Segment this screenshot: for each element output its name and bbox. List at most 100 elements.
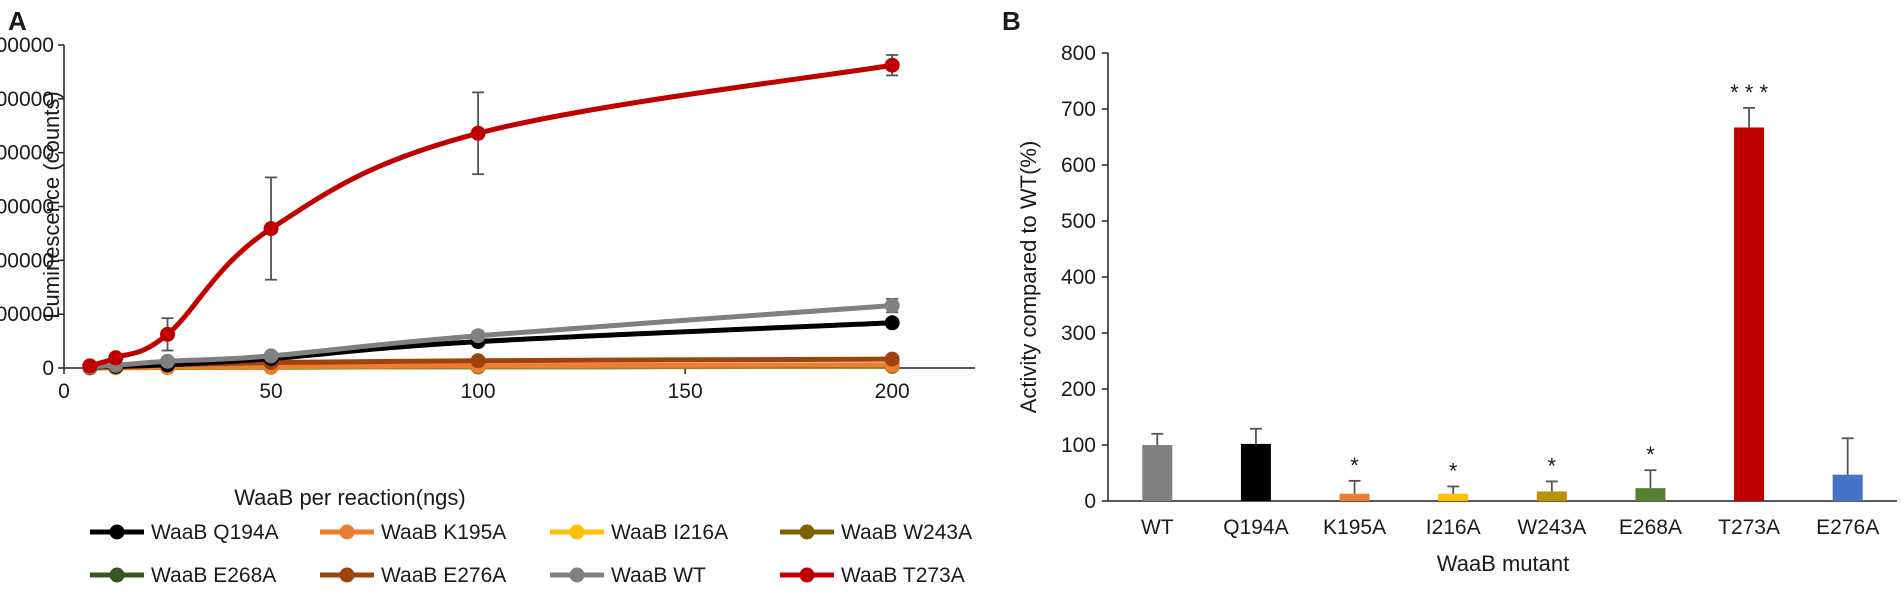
data-point: [263, 221, 279, 237]
x-tick-label: 50: [259, 380, 282, 403]
data-point: [884, 315, 900, 331]
data-point: [160, 353, 176, 369]
significance-marker: *: [1548, 453, 1557, 478]
x-tick-label: 0: [58, 380, 70, 403]
legend-label: WaaB K195A: [381, 521, 506, 544]
legend-label: WaaB Q194A: [151, 521, 279, 544]
y-tick-label: 400000: [0, 249, 54, 272]
data-point: [470, 328, 486, 344]
panel-a-x-axis-title: WaaB per reaction(ngs): [234, 485, 466, 510]
legend-label: WaaB WT: [611, 564, 706, 587]
panel-a-series: [82, 54, 900, 376]
legend-item: WaaB W243A: [780, 521, 972, 544]
y-tick-label: 200000: [0, 303, 54, 326]
panel-a-x-ticks: 0 50 100 150 200: [58, 368, 910, 403]
x-tick-label: T273A: [1718, 516, 1780, 539]
legend-swatch-marker: [569, 567, 585, 583]
bar: [1832, 474, 1863, 501]
legend-item: WaaB T273A: [780, 564, 965, 587]
legend-swatch-marker: [799, 567, 815, 583]
bar-wt: [1142, 432, 1173, 501]
panel-a-y-ticks: 0 200000 400000 600000 800000 1000000 1200000: [0, 34, 64, 380]
bar: [1240, 443, 1271, 501]
bar-e268a: *: [1635, 442, 1666, 501]
bar-t273a: * * *: [1730, 80, 1768, 501]
legend-swatch-marker: [339, 567, 355, 583]
x-tick-label: E268A: [1619, 516, 1682, 539]
y-tick-label: 800: [1061, 42, 1096, 65]
panel-b-axes: [1107, 53, 1897, 502]
y-tick-label: 600: [1061, 154, 1096, 177]
data-point: [82, 358, 98, 374]
x-tick-label: WT: [1141, 516, 1174, 539]
data-point: [160, 326, 176, 342]
y-tick-label: 1000000: [0, 88, 54, 111]
significance-marker: *: [1449, 458, 1458, 483]
panel-b-label: B: [1002, 6, 1021, 36]
bar: [1339, 493, 1370, 501]
y-tick-label: 300: [1061, 322, 1096, 345]
x-tick-label: E276A: [1816, 516, 1879, 539]
y-tick-label: 0: [1084, 490, 1096, 513]
panel-a-legend: WaaB Q194A WaaB K195A WaaB I216A WaaB W243A…: [90, 521, 972, 587]
bar: [1734, 127, 1765, 501]
x-tick-label: W243A: [1517, 516, 1586, 539]
data-point: [884, 57, 900, 73]
legend-swatch-marker: [569, 524, 585, 540]
y-tick-label: 700: [1061, 98, 1096, 121]
data-point: [884, 298, 900, 314]
x-tick-label: K195A: [1323, 516, 1386, 539]
legend-item: WaaB Q194A: [90, 521, 279, 544]
y-tick-label: 600000: [0, 196, 54, 219]
legend-label: WaaB E276A: [381, 564, 506, 587]
legend-swatch-marker: [109, 567, 125, 583]
bar: [1438, 493, 1469, 501]
panel-b-x-axis-title: WaaB mutant: [1437, 551, 1569, 576]
legend-item: WaaB I216A: [550, 521, 728, 544]
significance-marker: *: [1646, 442, 1655, 467]
data-point: [108, 350, 124, 366]
y-tick-label: 100: [1061, 434, 1096, 457]
data-point: [470, 125, 486, 141]
bar: [1142, 445, 1173, 501]
bar-k195a: *: [1339, 453, 1370, 501]
x-tick-label: 150: [668, 380, 703, 403]
bar-q194a: [1240, 427, 1271, 501]
legend-item: WaaB K195A: [320, 521, 506, 544]
x-tick-label: 200: [875, 380, 910, 403]
panel-a-label: A: [8, 6, 27, 36]
legend-swatch-marker: [109, 524, 125, 540]
data-point: [263, 348, 279, 364]
y-tick-label: 400: [1061, 266, 1096, 289]
legend-label: WaaB E268A: [151, 564, 276, 587]
bar-e276a: [1832, 437, 1863, 501]
panel-b-x-ticks: WT Q194A K195A I216A W243A E268A T273A E276A: [1141, 516, 1879, 539]
panel-b-bars: * * * * * * *: [1142, 80, 1863, 501]
legend-label: WaaB T273A: [841, 564, 965, 587]
x-tick-label: 100: [461, 380, 496, 403]
y-tick-label: 200: [1061, 378, 1096, 401]
panel-a-axes: [63, 45, 975, 369]
legend-swatch-marker: [799, 524, 815, 540]
data-point: [470, 353, 486, 369]
series-waab-t273a: [82, 54, 900, 374]
panel-b-y-axis-title: Activity compared to WT(%): [1016, 141, 1041, 414]
x-tick-label: I216A: [1426, 516, 1481, 539]
y-tick-label: 500: [1061, 210, 1096, 233]
y-tick-label: 0: [42, 357, 54, 380]
panel-b: B 0 100 200 300 400 500 600 700 800 * * * * * * * WT…: [1002, 6, 1897, 576]
bar: [1536, 491, 1567, 501]
legend-item: WaaB E268A: [90, 564, 276, 587]
data-point: [884, 351, 900, 367]
bar-i216a: *: [1438, 458, 1469, 501]
panel-b-y-ticks: 0 100 200 300 400 500 600 700 800: [1061, 42, 1108, 513]
series-line: [87, 62, 895, 369]
significance-marker: *: [1350, 453, 1359, 478]
bar-w243a: *: [1536, 453, 1567, 501]
legend-item: WaaB WT: [550, 564, 706, 587]
significance-marker: * * *: [1730, 80, 1768, 105]
legend-item: WaaB E276A: [320, 564, 506, 587]
y-tick-label: 800000: [0, 142, 54, 165]
legend-label: WaaB I216A: [611, 521, 728, 544]
